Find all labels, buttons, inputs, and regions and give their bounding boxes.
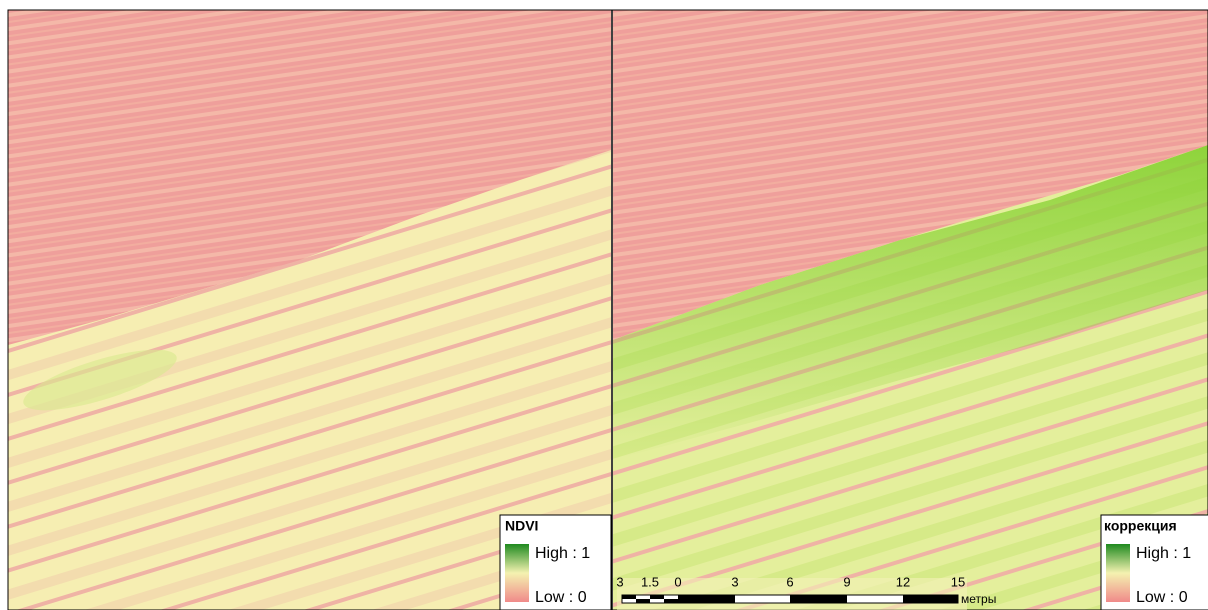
scale-label: 15 bbox=[951, 574, 965, 589]
scale-label: 1.5 bbox=[641, 574, 659, 589]
legend-low: Low : 0 bbox=[1136, 589, 1188, 606]
legend-title: NDVI bbox=[505, 518, 538, 534]
scale-label: 9 bbox=[843, 574, 850, 589]
legend-ramp bbox=[505, 544, 529, 602]
scale-label: 3 bbox=[616, 574, 623, 589]
legend-low: Low : 0 bbox=[535, 589, 587, 606]
map-view: NDVI High : 1 Low : 0 коррекция High : 1… bbox=[0, 0, 1208, 610]
scale-bar: 3 1.5 0 3 6 9 12 15 метры bbox=[616, 574, 996, 610]
scale-label: 6 bbox=[786, 574, 793, 589]
scale-label: 0 bbox=[674, 574, 681, 589]
scale-label: 3 bbox=[731, 574, 738, 589]
legend: NDVI High : 1 Low : 0 bbox=[500, 515, 611, 610]
legend-high: High : 1 bbox=[535, 545, 590, 562]
scale-unit: метры bbox=[961, 592, 996, 606]
page: NDVI High : 1 Low : 0 коррекция High : 1… bbox=[0, 0, 1208, 610]
scale-label: 12 bbox=[896, 574, 910, 589]
legend: коррекция High : 1 Low : 0 bbox=[1101, 515, 1208, 610]
legend-ramp bbox=[1106, 544, 1130, 602]
legend-title: коррекция bbox=[1104, 518, 1177, 534]
legend-high: High : 1 bbox=[1136, 545, 1191, 562]
